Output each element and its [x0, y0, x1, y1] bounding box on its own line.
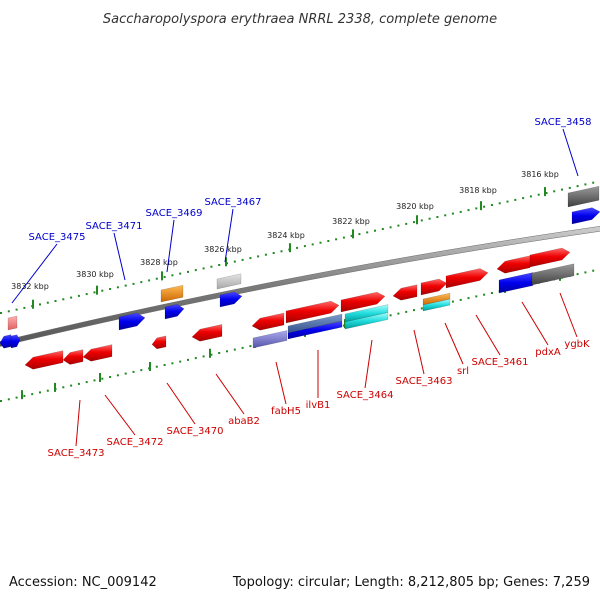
gene-label[interactable]: SACE_3463	[396, 376, 453, 387]
gene-arrow[interactable]	[529, 247, 571, 268]
gene-arrow[interactable]	[164, 304, 185, 320]
gene-label[interactable]: SACE_3464	[337, 390, 394, 401]
gene-label[interactable]: SACE_3469	[146, 208, 203, 219]
ruler-label: 3830 kbp	[76, 270, 114, 279]
gene-label[interactable]: fabH5	[271, 406, 301, 417]
gene-block[interactable]	[287, 320, 343, 340]
gene-block[interactable]	[252, 330, 288, 349]
ruler-label: 3826 kbp	[204, 245, 242, 254]
gene-arrow[interactable]	[571, 207, 600, 225]
gene-arrow[interactable]	[82, 344, 113, 362]
gene-label[interactable]: srl	[457, 366, 469, 377]
gene-arrow[interactable]	[118, 312, 146, 331]
genome-summary-text: Topology: circular; Length: 8,212,805 bp…	[232, 575, 590, 590]
gene-block[interactable]	[531, 263, 575, 286]
gene-label[interactable]: SACE_3475	[29, 232, 86, 243]
label-leaders	[11, 128, 579, 447]
gene-label[interactable]: SACE_3458	[535, 117, 592, 128]
gene-label[interactable]: pdxA	[535, 347, 561, 358]
gene-label[interactable]: SACE_3472	[107, 437, 164, 448]
gene-track	[0, 185, 600, 370]
gene-block[interactable]	[160, 284, 184, 303]
ruler: 3832 kbp 3830 kbp 3828 kbp 3826 kbp 3824 kbp…	[0, 170, 595, 402]
page-title: Saccharopolyspora erythraea NRRL 2338, c…	[103, 12, 497, 27]
gene-arrow[interactable]	[191, 324, 223, 342]
ruler-label: 3832 kbp	[11, 282, 49, 291]
gene-arrow[interactable]	[62, 349, 84, 365]
gene-arrow[interactable]	[10, 334, 21, 349]
gene-arrow[interactable]	[496, 255, 531, 274]
gene-block[interactable]	[344, 312, 389, 330]
gene-arrow[interactable]	[219, 291, 243, 308]
ruler-label: 3822 kbp	[332, 217, 370, 226]
gene-label[interactable]: SACE_3470	[167, 426, 224, 437]
gene-arrow[interactable]	[445, 268, 489, 289]
gene-arrow[interactable]	[420, 278, 448, 296]
gene-block[interactable]	[216, 273, 242, 290]
gene-arrow[interactable]	[340, 291, 386, 313]
gene-label[interactable]: SACE_3467	[205, 197, 262, 208]
gene-arrow[interactable]	[0, 334, 12, 349]
gene-label[interactable]: SACE_3471	[86, 221, 143, 232]
gene-block[interactable]	[498, 272, 534, 294]
gene-label[interactable]: SACE_3461	[472, 357, 529, 368]
ruler-label: 3818 kbp	[459, 186, 497, 195]
gene-label[interactable]: SACE_3473	[48, 448, 105, 459]
gene-label[interactable]: ilvB1	[306, 400, 331, 411]
ruler-label: 3824 kbp	[267, 231, 305, 240]
accession-text: Accession: NC_009142	[9, 575, 157, 590]
ruler-label: 3820 kbp	[396, 202, 434, 211]
gene-arrow[interactable]	[251, 312, 285, 331]
gene-arrow[interactable]	[285, 300, 340, 324]
gene-label[interactable]: abaB2	[228, 416, 260, 427]
ruler-label: 3828 kbp	[140, 258, 178, 267]
gene-block[interactable]	[7, 315, 18, 331]
gene-label[interactable]: ygbK	[564, 339, 590, 350]
gene-block[interactable]	[422, 298, 451, 312]
gene-arrow[interactable]	[392, 284, 418, 301]
genome-backbone	[0, 226, 600, 347]
ruler-label: 3816 kbp	[521, 170, 559, 179]
gene-block[interactable]	[567, 185, 600, 208]
gene-arrow[interactable]	[151, 335, 167, 350]
gene-arrow[interactable]	[24, 350, 64, 370]
